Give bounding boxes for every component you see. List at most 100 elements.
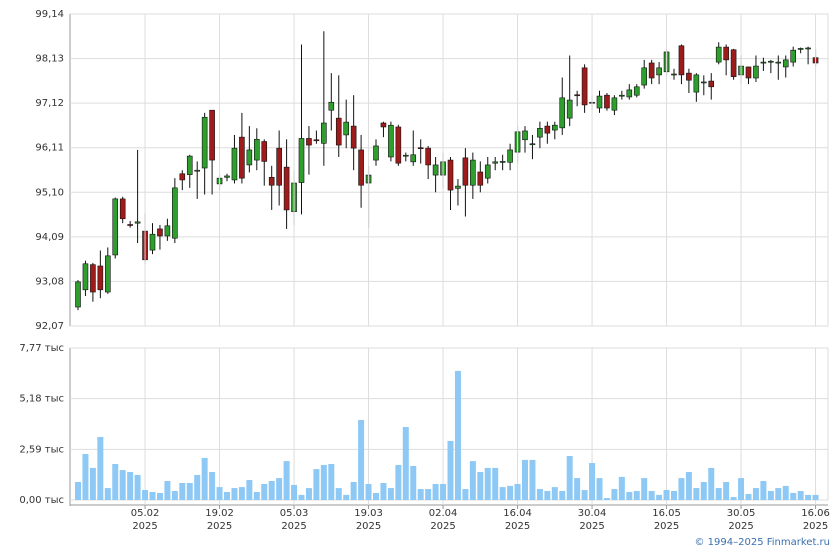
candle-body (432, 164, 439, 176)
candle-body (462, 157, 469, 186)
y-tick-label: 2,59 тыс (19, 444, 64, 455)
x-tick-label: 16.04 2025 (503, 508, 532, 532)
volume-bar (477, 472, 484, 500)
volume-bar (127, 472, 134, 500)
candle-body (626, 89, 633, 98)
candle-body (209, 109, 215, 161)
volume-bar (633, 491, 640, 500)
candle-body (283, 166, 290, 211)
y-tick-label: 95,10 (35, 187, 64, 198)
candle-body (775, 61, 782, 64)
volume-bar (678, 478, 685, 500)
volume-bar (440, 483, 447, 500)
x-tick-label: 19.02 2025 (205, 508, 234, 532)
candle-body (797, 48, 804, 50)
candle-body (596, 95, 603, 109)
volume-bar (261, 483, 268, 500)
candle-body (633, 86, 640, 96)
candle-body (90, 264, 96, 293)
candle-body (693, 74, 700, 93)
candle-body (373, 145, 379, 161)
y-tick-label: 98,13 (35, 54, 64, 65)
candle-body (619, 94, 625, 97)
candle-body (700, 81, 707, 84)
volume-bar (164, 481, 171, 500)
candle-body (544, 125, 551, 134)
volume-bar (328, 464, 335, 500)
volume-bar (119, 470, 126, 500)
volume-bar (134, 474, 141, 500)
volume-bar (775, 488, 782, 500)
volume-bar (522, 459, 528, 500)
volume-bar (656, 494, 663, 500)
candle-body (119, 198, 126, 220)
candle-body (417, 147, 424, 150)
candle-body (522, 130, 528, 141)
volume-bar (492, 467, 499, 500)
volume-bar (469, 461, 476, 500)
volume-bar (708, 467, 715, 500)
candle-body (470, 159, 476, 186)
candle-body (112, 198, 119, 256)
copyright-link[interactable]: © 1994–2025 Finmarket.ru (694, 537, 830, 548)
volume-bar (380, 482, 387, 500)
volume-bar (589, 463, 596, 500)
candle-body (566, 99, 573, 119)
volume-bar (559, 491, 566, 500)
volume-bar (373, 492, 379, 500)
volume-bar (291, 484, 298, 500)
volume-bar (171, 491, 178, 500)
candle-body (395, 126, 402, 164)
candle-body (745, 66, 752, 79)
x-tick-label: 19.03 2025 (354, 508, 383, 532)
candle-body (268, 176, 275, 186)
y-tick-label: 97,12 (35, 98, 64, 109)
candle-body (380, 122, 387, 128)
volume-bar (395, 464, 402, 500)
candle-body (306, 138, 312, 146)
candle-body (149, 233, 156, 251)
volume-bar (812, 494, 819, 500)
volume-bar (767, 491, 774, 500)
candle-body (254, 139, 260, 161)
x-tick-label: 16.05 2025 (652, 508, 681, 532)
candle-body (127, 224, 133, 226)
candle-body (328, 101, 335, 111)
volume-bar (216, 487, 223, 500)
candle-body (231, 147, 238, 181)
volume-bar (75, 482, 81, 500)
volume-bar (626, 491, 633, 500)
volume-bar (536, 489, 543, 500)
candle-body (335, 117, 342, 146)
y-tick-label: 92,07 (35, 321, 64, 332)
x-tick-label: 30.05 2025 (727, 508, 756, 532)
volume-bar (507, 485, 514, 500)
volume-bar (648, 491, 655, 500)
candle-body (261, 141, 268, 162)
volume-bar (253, 491, 260, 500)
volume-bar (224, 491, 230, 500)
candle-body (447, 159, 454, 191)
candle-body (97, 265, 104, 291)
candle-body (559, 97, 566, 129)
candle-body (246, 149, 253, 166)
volume-bar (417, 489, 424, 500)
volume-bar (112, 464, 119, 500)
candle-body (75, 281, 81, 308)
y-tick-label: 96,11 (35, 143, 64, 154)
candle-body (656, 67, 662, 76)
candle-body (186, 155, 193, 175)
volume-bar (335, 488, 342, 500)
candle-body (82, 263, 89, 291)
candle-body (648, 62, 655, 79)
volume-bar (790, 492, 797, 500)
volume-bar (738, 478, 745, 500)
volume-bar (343, 494, 350, 500)
volume-bar (276, 478, 283, 500)
candle-body (313, 139, 320, 142)
x-tick-label: 05.02 2025 (131, 508, 160, 532)
volume-bar (566, 455, 573, 500)
volume-bar (82, 454, 89, 500)
candle-body (730, 49, 737, 77)
volume-bar (715, 488, 722, 500)
